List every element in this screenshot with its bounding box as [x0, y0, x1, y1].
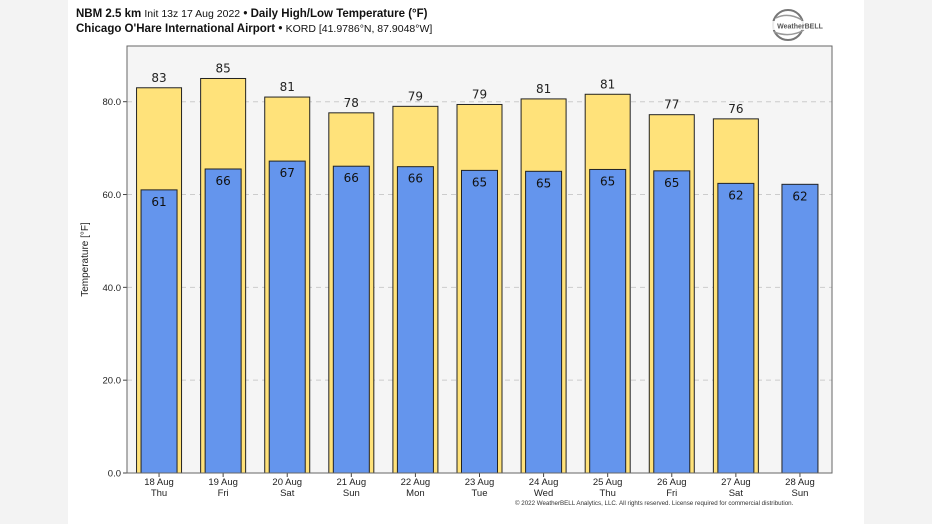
x-tick-day: Fri — [218, 488, 229, 499]
weatherbell-logo: WeatherBELL — [768, 9, 832, 41]
low-temp-bar — [717, 182, 755, 474]
x-tick-date: 23 Aug — [465, 477, 495, 488]
x-tick-date: 22 Aug — [401, 477, 431, 488]
x-tick-date: 20 Aug — [272, 477, 302, 488]
chart-header-line2: Chicago O'Hare International Airport • K… — [76, 23, 432, 35]
copyright-notice: © 2022 WeatherBELL Analytics, LLC. All r… — [515, 500, 794, 507]
y-axis-label: Temperature [°F] — [80, 222, 91, 297]
low-temp-bar — [525, 170, 563, 474]
low-temp-bar — [204, 168, 242, 474]
high-temp-label: 79 — [408, 89, 423, 103]
low-temp-bar — [461, 169, 498, 474]
high-temp-label: 79 — [472, 87, 487, 101]
low-temp-bar — [781, 183, 819, 474]
low-temp-label: 67 — [280, 166, 295, 180]
x-tick-day: Fri — [666, 488, 677, 499]
low-temp-label: 65 — [536, 176, 551, 190]
x-tick-day: Sun — [343, 488, 360, 499]
x-tick-day: Sun — [792, 488, 809, 499]
x-tick-date: 27 Aug — [721, 477, 751, 488]
separator: • — [243, 8, 248, 20]
low-temp-bar — [140, 189, 178, 474]
x-tick-date: 25 Aug — [593, 477, 623, 488]
separator: • — [278, 23, 283, 35]
model-name: NBM 2.5 km — [76, 8, 142, 20]
y-tick-label: 40.0 — [103, 283, 122, 294]
y-tick-label: 80.0 — [103, 97, 122, 108]
x-tick-date: 28 Aug — [785, 477, 815, 488]
y-tick-label: 20.0 — [103, 376, 122, 387]
logo-text: WeatherBELL — [777, 24, 823, 31]
low-temp-label: 65 — [472, 175, 487, 189]
location-name: Chicago O'Hare International Airport — [76, 23, 276, 35]
x-tick-date: 18 Aug — [144, 477, 174, 488]
low-temp-bar — [268, 160, 306, 474]
low-temp-label: 66 — [344, 171, 359, 185]
x-tick-day: Sat — [280, 488, 295, 499]
x-tick-date: 24 Aug — [529, 477, 559, 488]
low-temp-bar — [589, 168, 627, 474]
high-temp-label: 81 — [280, 80, 295, 94]
x-tick-date: 21 Aug — [337, 477, 367, 488]
low-temp-label: 66 — [408, 172, 423, 186]
low-temp-bar — [653, 170, 691, 474]
x-tick-day: Wed — [534, 488, 553, 499]
station-info: KORD [41.9786°N, 87.9048°W] — [285, 23, 433, 35]
low-temp-bar — [332, 165, 370, 474]
high-temp-label: 78 — [344, 96, 359, 110]
x-tick-date: 26 Aug — [657, 477, 687, 488]
low-temp-bar — [396, 166, 434, 474]
x-tick-day: Mon — [406, 488, 424, 499]
low-temp-label: 65 — [600, 174, 615, 188]
low-temp-label: 62 — [792, 189, 807, 203]
low-temp-label: 65 — [664, 176, 679, 190]
low-temp-label: 66 — [215, 174, 230, 188]
chart-header-line1: NBM 2.5 km Init 13z 17 Aug 2022 • Daily … — [76, 8, 427, 20]
high-temp-label: 83 — [151, 71, 166, 85]
high-temp-label: 76 — [728, 102, 743, 116]
high-temp-label: 81 — [600, 77, 615, 91]
x-tick-day: Tue — [471, 488, 487, 499]
x-tick-date: 19 Aug — [208, 477, 238, 488]
x-tick-day: Thu — [151, 488, 167, 499]
high-temp-label: 85 — [215, 61, 230, 75]
product-title: Daily High/Low Temperature (°F) — [250, 8, 428, 20]
low-temp-label: 61 — [151, 195, 166, 209]
plot-frame — [126, 45, 833, 474]
y-tick-label: 0.0 — [108, 469, 121, 480]
high-temp-label: 81 — [536, 82, 551, 96]
init-time: Init 13z 17 Aug 2022 — [144, 8, 241, 20]
high-temp-label: 77 — [664, 98, 679, 112]
x-tick-day: Thu — [599, 488, 615, 499]
y-tick-label: 60.0 — [103, 190, 122, 201]
low-temp-label: 62 — [728, 188, 743, 202]
x-tick-day: Sat — [729, 488, 744, 499]
